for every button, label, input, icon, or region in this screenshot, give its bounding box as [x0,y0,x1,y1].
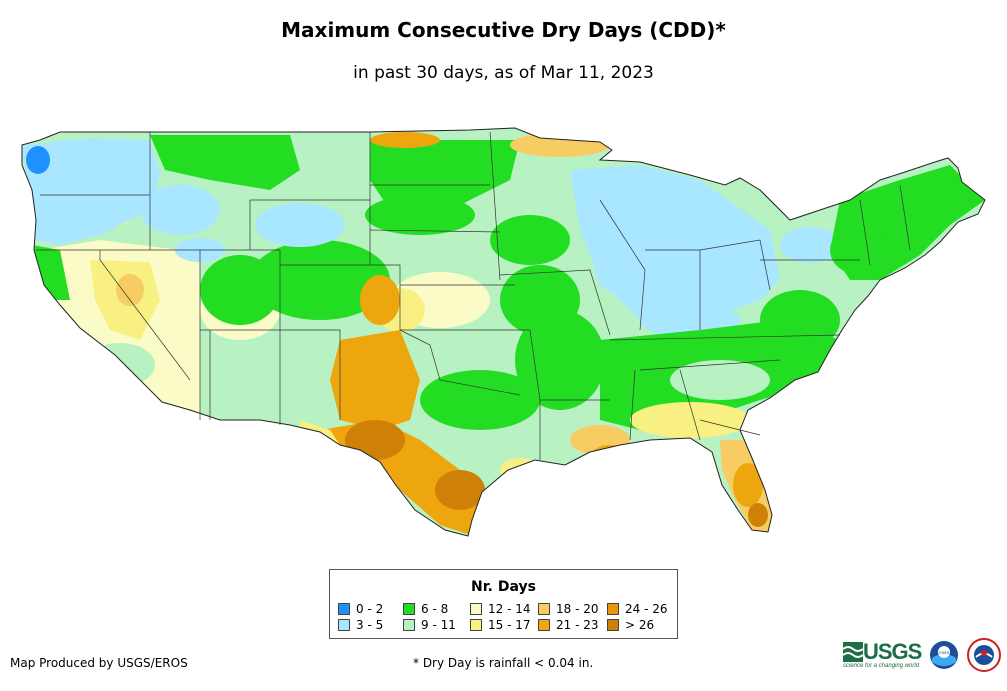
noaa-logo: noaa [930,641,959,669]
legend-swatch [470,619,482,631]
legend-label: 3 - 5 [356,618,384,632]
legend-label: 24 - 26 [625,602,668,616]
legend-swatch [538,619,550,631]
legend-swatch [538,603,550,615]
usgs-tagline: science for a changing world [843,663,920,669]
state-borders [36,131,911,460]
map-title: Maximum Consecutive Dry Days (CDD)* [281,18,726,42]
usgs-wordmark: USGS [863,639,922,664]
legend-swatch [338,619,350,631]
legend-title: Nr. Days [471,579,536,595]
usgs-wave-icon [843,642,863,662]
legend: Nr. Days 0 - 2 3 - 5 6 - 8 9 - 11 12 - 14 15 … [329,569,678,639]
legend-label: 0 - 2 [356,602,384,616]
legend-swatch [607,603,619,615]
legend-item: 3 - 5 [338,618,383,632]
legend-label: 18 - 20 [556,602,599,616]
legend-item: 0 - 2 [338,602,383,616]
legend-swatch [338,603,350,615]
legend-item: 9 - 11 [403,618,456,632]
usgs-logo: USGS science for a changing world [843,639,922,669]
legend-label: 15 - 17 [488,618,531,632]
legend-item: 18 - 20 [538,602,599,616]
logo-group: USGS science for a changing world noaa [843,638,1002,672]
legend-item: 12 - 14 [470,602,531,616]
map-subtitle: in past 30 days, as of Mar 11, 2023 [353,63,654,83]
legend-label: 21 - 23 [556,618,599,632]
legend-label: > 26 [625,618,655,632]
legend-item: 15 - 17 [470,618,531,632]
legend-label: 6 - 8 [421,602,449,616]
footnote: * Dry Day is rainfall < 0.04 in. [413,656,594,670]
legend-item: 24 - 26 [607,602,668,616]
legend-swatch [607,619,619,631]
us-cdd-map [21,127,986,537]
legend-label: 12 - 14 [488,602,531,616]
legend-item: 6 - 8 [403,602,448,616]
credit-text: Map Produced by USGS/EROS [10,656,188,670]
legend-item: 21 - 23 [538,618,599,632]
legend-swatch [403,619,415,631]
legend-swatch [403,603,415,615]
legend-swatch [470,603,482,615]
nws-logo [967,638,1002,672]
legend-label: 9 - 11 [421,618,456,632]
svg-text:noaa: noaa [939,650,949,655]
legend-item: > 26 [607,618,654,632]
